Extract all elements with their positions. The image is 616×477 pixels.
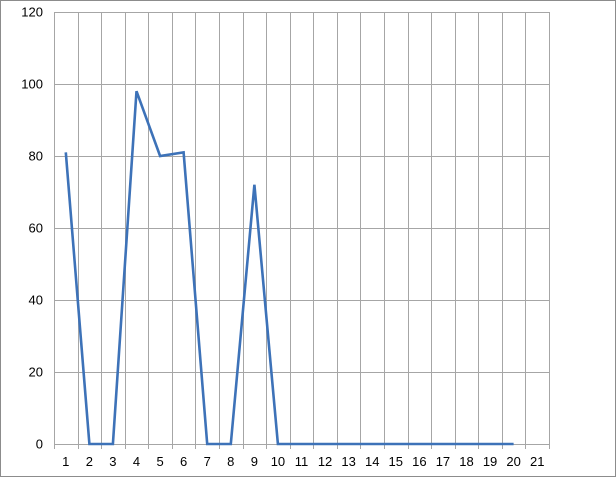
y-tick-label: 120 [21,5,43,20]
x-tick-label: 17 [436,454,450,469]
x-tick-label: 12 [318,454,332,469]
x-tick-label: 8 [227,454,234,469]
x-tick-label: 5 [156,454,163,469]
y-tick-label: 40 [29,293,43,308]
x-tick-label: 15 [389,454,403,469]
y-tick-label: 0 [36,437,43,452]
x-tick-label: 6 [180,454,187,469]
x-tick-label: 20 [506,454,520,469]
x-tick-label: 2 [86,454,93,469]
y-tick-label: 100 [21,77,43,92]
x-tick-label: 18 [459,454,473,469]
x-tick-label: 4 [133,454,140,469]
x-tick-label: 3 [109,454,116,469]
x-tick-label: 16 [412,454,426,469]
x-tick-label: 11 [295,454,309,469]
x-tick-label: 13 [341,454,355,469]
x-tick-label: 19 [483,454,497,469]
x-tick-label: 10 [271,454,285,469]
series-line [64,90,514,446]
x-tick-label: 7 [204,454,211,469]
x-tick-label: 21 [530,454,544,469]
y-tick-label: 60 [29,221,43,236]
y-tick-label: 20 [29,365,43,380]
y-tick-label: 80 [29,149,43,164]
x-tick-label: 14 [365,454,379,469]
x-tick-label: 1 [62,454,69,469]
x-tick-label: 9 [251,454,258,469]
